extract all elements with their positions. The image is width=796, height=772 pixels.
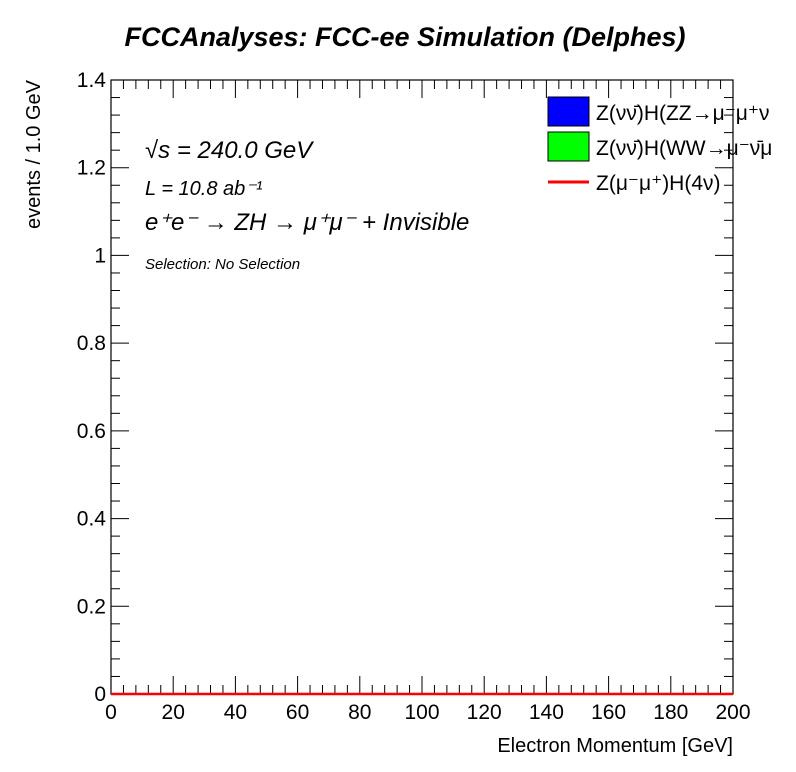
y-axis-label: events / 1.0 GeV (23, 79, 45, 229)
x-tick-label: 20 (162, 701, 185, 724)
x-tick-label: 40 (224, 701, 247, 724)
x-tick-label: 0 (105, 701, 117, 724)
x-tick-label: 80 (348, 701, 371, 724)
x-tick-label: 140 (529, 701, 564, 724)
x-tick-label: 60 (286, 701, 309, 724)
legend-label-ww: Z(νν̄)H(WW→μ⁻ν̄μ (596, 137, 772, 160)
y-tick-label: 0.8 (77, 332, 106, 355)
y-tick-label: 0.6 (77, 420, 106, 443)
annotation-sqrt-s: √s = 240.0 GeV (145, 137, 314, 164)
x-axis-tick-labels: 0 20 40 60 80 100 120 140 160 180 200 (105, 701, 750, 724)
x-tick-label: 200 (715, 701, 750, 724)
x-axis-ticks (110, 80, 734, 694)
legend-label-zmumu: Z(μ⁻μ⁺)H(4ν) (596, 172, 721, 195)
x-tick-label: 180 (653, 701, 688, 724)
x-tick-label: 160 (591, 701, 626, 724)
chart-title: FCCAnalyses: FCC-ee Simulation (Delphes) (124, 22, 685, 52)
y-tick-label: 0.4 (77, 508, 107, 531)
annotation-process: e⁺e⁻ → ZH → μ⁺μ⁻ + Invisible (145, 209, 469, 236)
legend: Z(νν̄)H(ZZ→μ⁻μ⁺ν Z(νν̄)H(WW→μ⁻ν̄μ Z(μ⁻μ⁺… (547, 96, 772, 195)
y-tick-label: 0.2 (77, 595, 106, 618)
y-tick-label: 1 (94, 244, 106, 267)
y-tick-label: 0 (94, 683, 106, 706)
annotation-selection: Selection: No Selection (145, 256, 300, 273)
x-tick-label: 100 (404, 701, 439, 724)
y-tick-label: 1.2 (77, 157, 106, 180)
y-tick-label: 1.4 (77, 69, 107, 92)
legend-swatch-zz (547, 96, 590, 127)
x-tick-label: 120 (467, 701, 502, 724)
legend-swatch-ww (547, 131, 590, 162)
y-axis-ticks (111, 79, 733, 695)
y-axis-tick-labels: 0 0.2 0.4 0.6 0.8 1 1.2 1.4 (77, 69, 107, 706)
x-axis-label: Electron Momentum [GeV] (497, 735, 733, 757)
legend-label-zz: Z(νν̄)H(ZZ→μ⁻μ⁺ν (596, 102, 770, 125)
annotation-luminosity: L = 10.8 ab⁻¹ (145, 178, 263, 200)
